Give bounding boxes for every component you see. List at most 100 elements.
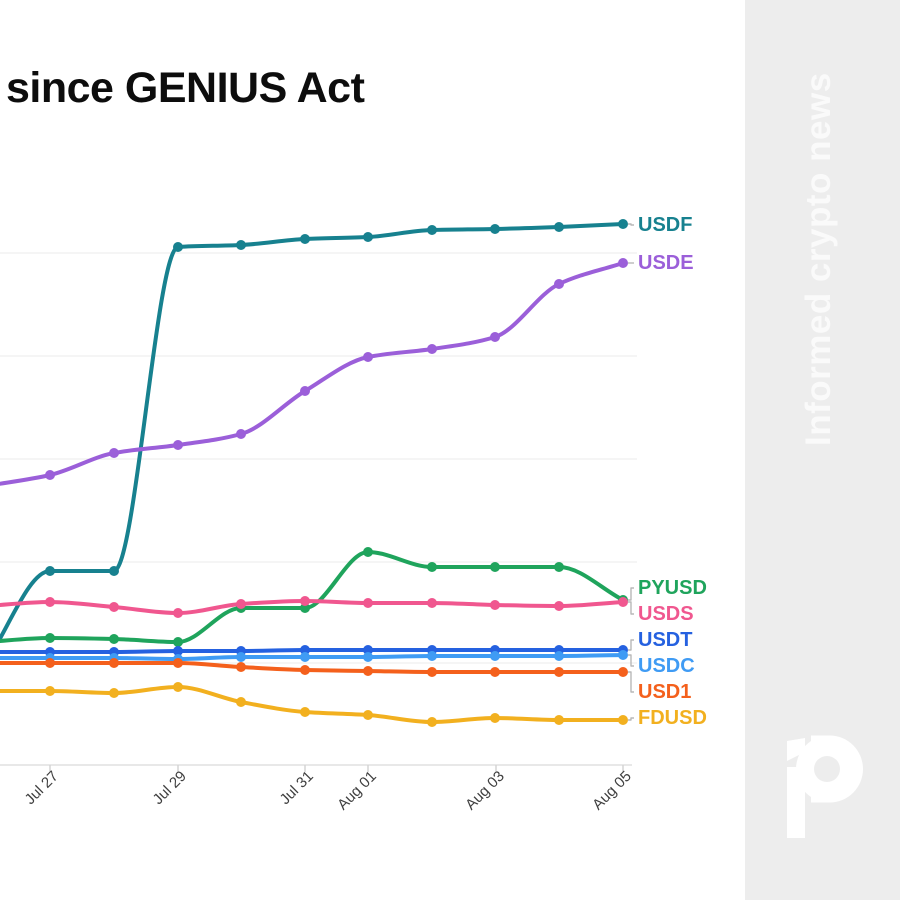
x-axis-tick-label: Aug 03 xyxy=(462,768,508,814)
data-point xyxy=(427,562,437,572)
series-line-usdc xyxy=(0,653,625,662)
data-point xyxy=(427,225,437,235)
data-point xyxy=(363,352,373,362)
x-axis-tick-label: Jul 29 xyxy=(150,768,190,808)
data-point xyxy=(363,710,373,720)
data-point xyxy=(300,645,310,655)
x-axis-tick-label: Jul 31 xyxy=(277,768,317,808)
data-point xyxy=(236,652,246,662)
data-point xyxy=(173,242,183,252)
brand-logo-icon xyxy=(787,735,863,838)
data-point xyxy=(363,547,373,557)
data-point xyxy=(300,707,310,717)
data-point xyxy=(427,717,437,727)
data-point xyxy=(490,713,500,723)
data-point xyxy=(554,222,564,232)
series-label-usdt: USDT xyxy=(638,629,692,651)
data-point xyxy=(554,279,564,289)
data-point xyxy=(618,219,628,229)
data-point xyxy=(109,658,119,668)
label-connector xyxy=(628,671,634,693)
x-axis-tick-label: Jul 27 xyxy=(22,768,62,808)
data-point xyxy=(618,667,628,677)
data-point xyxy=(300,234,310,244)
logo-p-counter xyxy=(814,756,840,782)
series-label-usdc: USDC xyxy=(638,655,695,677)
data-point xyxy=(363,652,373,662)
data-point xyxy=(363,598,373,608)
sidebar-vertical-text: Informed crypto news xyxy=(799,72,838,447)
data-point xyxy=(173,682,183,692)
data-point xyxy=(173,658,183,668)
label-connector xyxy=(628,601,634,615)
data-point xyxy=(363,666,373,676)
data-point xyxy=(173,440,183,450)
data-point xyxy=(618,597,628,607)
data-point xyxy=(173,608,183,618)
series-line-usd1 xyxy=(0,661,625,674)
series-label-usd1: USD1 xyxy=(638,681,691,703)
brand-sidebar: Informed crypto news xyxy=(745,0,900,900)
data-point xyxy=(490,332,500,342)
data-point xyxy=(554,667,564,677)
data-point xyxy=(45,633,55,643)
label-connector xyxy=(628,587,634,601)
data-point xyxy=(618,650,628,660)
data-point xyxy=(363,645,373,655)
data-point xyxy=(300,665,310,675)
data-point xyxy=(300,603,310,613)
series-label-pyusd: PYUSD xyxy=(638,577,707,599)
series-line-usdf xyxy=(0,222,625,643)
data-point xyxy=(554,715,564,725)
data-point xyxy=(173,646,183,656)
data-point xyxy=(45,658,55,668)
data-point xyxy=(363,232,373,242)
label-connector xyxy=(628,717,634,721)
chart: Jul 27 Jul 29 Jul 31 Aug 01 Aug 03 Aug 05 USDF… xyxy=(0,214,707,814)
data-point xyxy=(554,651,564,661)
data-point xyxy=(300,386,310,396)
data-point xyxy=(554,562,564,572)
series-label-usds: USDS xyxy=(638,603,694,625)
data-point xyxy=(109,634,119,644)
data-point xyxy=(554,601,564,611)
data-point xyxy=(109,448,119,458)
x-axis-tick-label: Aug 01 xyxy=(334,768,380,814)
series-line-fdusd xyxy=(0,684,625,725)
data-point xyxy=(490,667,500,677)
label-connector xyxy=(628,639,634,651)
data-point xyxy=(300,652,310,662)
data-point xyxy=(427,651,437,661)
data-point xyxy=(45,470,55,480)
data-point xyxy=(490,600,500,610)
data-point xyxy=(490,224,500,234)
label-connector xyxy=(628,223,634,226)
data-point xyxy=(45,686,55,696)
data-point xyxy=(236,662,246,672)
data-point xyxy=(427,598,437,608)
data-point xyxy=(109,602,119,612)
data-point xyxy=(45,566,55,576)
data-point xyxy=(427,344,437,354)
data-point xyxy=(300,596,310,606)
label-connector xyxy=(628,654,634,667)
x-axis-tick-label: Aug 05 xyxy=(589,768,635,814)
data-point xyxy=(618,715,628,725)
series-line-usde xyxy=(0,261,625,486)
chart-title: since GENIUS Act xyxy=(6,64,365,112)
logo-i-dot xyxy=(787,738,805,761)
data-point xyxy=(236,697,246,707)
data-point xyxy=(45,597,55,607)
series-line-pyusd xyxy=(0,549,625,645)
data-point xyxy=(427,667,437,677)
series-label-usdf: USDF xyxy=(638,214,692,236)
data-point xyxy=(236,599,246,609)
data-point xyxy=(490,562,500,572)
data-point xyxy=(236,429,246,439)
data-point xyxy=(109,688,119,698)
data-point xyxy=(236,240,246,250)
series-line-usdt xyxy=(0,647,625,654)
series-label-fdusd: FDUSD xyxy=(638,707,707,729)
data-point xyxy=(173,637,183,647)
